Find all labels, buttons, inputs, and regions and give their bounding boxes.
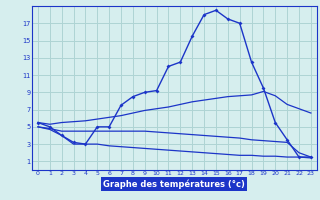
X-axis label: Graphe des températures (°c): Graphe des températures (°c) <box>103 179 245 189</box>
